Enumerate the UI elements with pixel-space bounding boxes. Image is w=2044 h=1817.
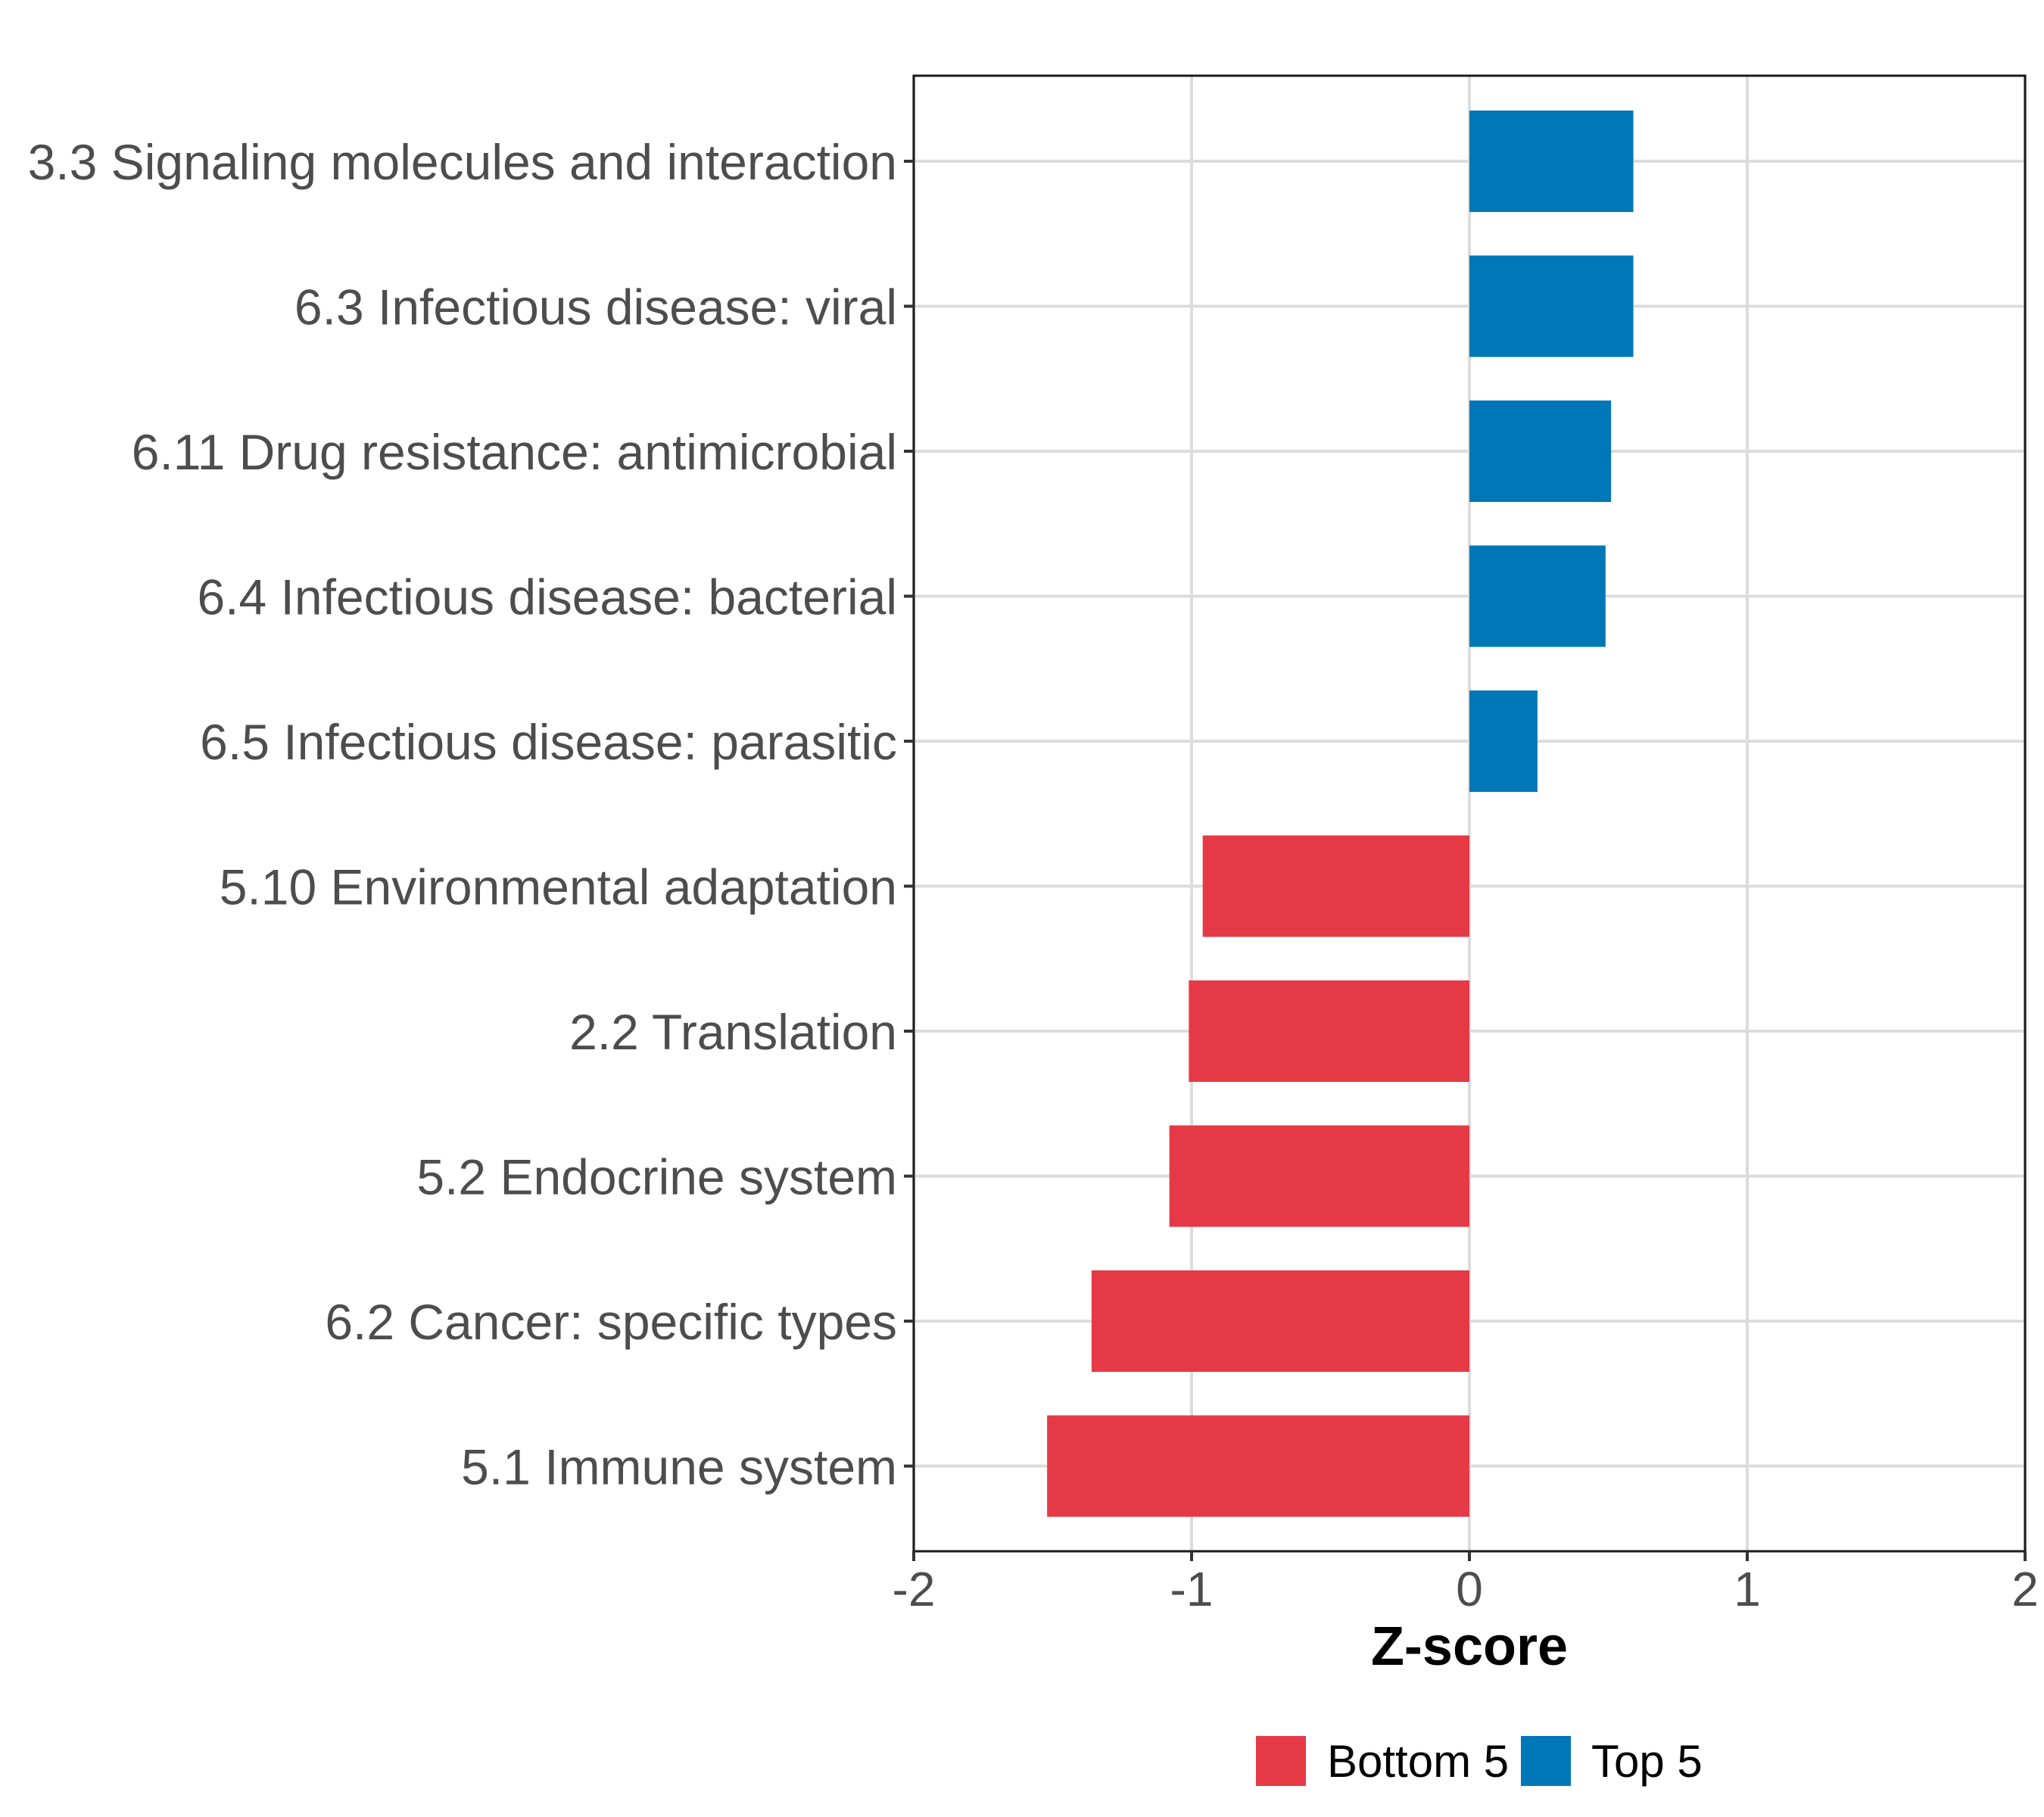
y-tick-label: 6.5 Infectious disease: parasitic bbox=[200, 714, 897, 770]
bar-bottom5 bbox=[1189, 980, 1469, 1082]
x-tick-label: -2 bbox=[893, 1562, 936, 1616]
legend: Bottom 5 Top 5 bbox=[1256, 1736, 1703, 1787]
bar-top5 bbox=[1469, 255, 1634, 357]
y-tick-label: 6.3 Infectious disease: viral bbox=[294, 279, 897, 335]
legend-swatch-top5 bbox=[1521, 1736, 1571, 1786]
x-tick-label: 2 bbox=[2011, 1562, 2039, 1616]
bar-bottom5 bbox=[1091, 1270, 1469, 1372]
y-tick-label: 6.2 Cancer: specific types bbox=[325, 1294, 897, 1350]
bar-top5 bbox=[1469, 400, 1612, 502]
x-tick-label: 1 bbox=[1734, 1562, 1761, 1616]
x-tick-label: -1 bbox=[1170, 1562, 1214, 1616]
y-tick-label: 5.2 Endocrine system bbox=[416, 1149, 897, 1205]
legend-label: Top 5 bbox=[1591, 1736, 1703, 1787]
legend-label: Bottom 5 bbox=[1327, 1736, 1509, 1787]
y-tick-label: 5.10 Environmental adaptation bbox=[220, 859, 897, 915]
y-axis-ticks: 3.3 Signaling molecules and interaction 6… bbox=[28, 134, 914, 1495]
legend-swatch-bottom5 bbox=[1256, 1736, 1306, 1786]
x-axis-ticks: -2 -1 0 1 2 bbox=[893, 1551, 2039, 1616]
bars bbox=[1047, 111, 1634, 1517]
x-axis-title: Z-score bbox=[1371, 1616, 1568, 1677]
y-tick-label: 2.2 Translation bbox=[569, 1004, 897, 1060]
y-tick-label: 6.11 Drug resistance: antimicrobial bbox=[132, 424, 897, 480]
x-tick-label: 0 bbox=[1456, 1562, 1483, 1616]
bar-bottom5 bbox=[1169, 1125, 1469, 1227]
bar-bottom5 bbox=[1047, 1415, 1469, 1517]
bar-top5 bbox=[1469, 690, 1538, 792]
bar-top5 bbox=[1469, 545, 1606, 647]
y-tick-label: 3.3 Signaling molecules and interaction bbox=[28, 134, 897, 190]
bar-top5 bbox=[1469, 111, 1634, 212]
y-tick-label: 5.1 Immune system bbox=[461, 1439, 897, 1495]
y-tick-label: 6.4 Infectious disease: bacterial bbox=[197, 569, 897, 625]
bar-bottom5 bbox=[1202, 835, 1469, 937]
